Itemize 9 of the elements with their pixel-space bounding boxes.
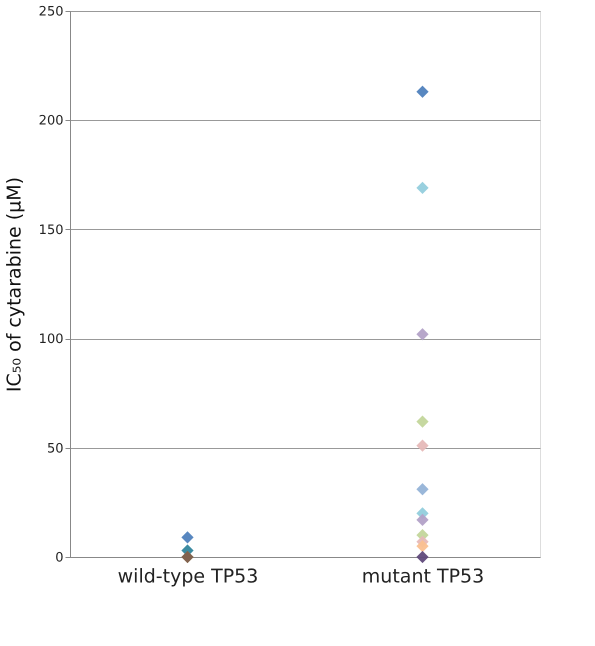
y-tick-label: 100: [38, 332, 64, 348]
y-tick-label: 250: [38, 4, 64, 20]
y-axis-title: IC₅₀ of cytarabine (μM): [4, 176, 26, 392]
y-tick-label: 200: [38, 114, 64, 129]
y-tick-label: 50: [46, 441, 64, 456]
x-tick-label: mutant TP53: [362, 566, 484, 588]
y-tick-label: 0: [55, 550, 64, 566]
x-tick-label: wild-type TP53: [118, 566, 258, 588]
y-tick-label: 150: [38, 222, 64, 238]
